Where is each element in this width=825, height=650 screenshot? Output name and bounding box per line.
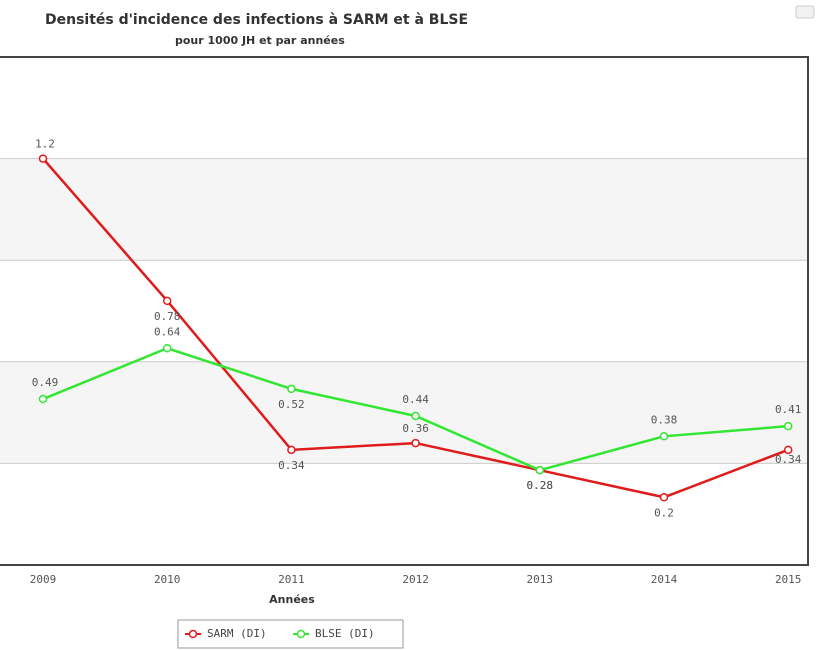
data-label: 0.34 xyxy=(278,459,305,472)
data-label: 0.2 xyxy=(654,506,674,519)
point xyxy=(411,411,420,421)
point xyxy=(783,421,793,431)
plot: 1.2 0.78 0.34 0.36 0.28 0.2 0.34 0.49 0.64 0.52 0.… xyxy=(32,138,802,520)
x-tick-label: 2014 xyxy=(651,573,678,586)
x-tick-label: 2015 xyxy=(775,573,802,586)
data-label: 0.49 xyxy=(32,376,59,389)
grid-band xyxy=(0,158,808,261)
legend-label: BLSE (DI) xyxy=(315,627,375,640)
data-label: 0.28 xyxy=(527,479,554,492)
data-label: 0.41 xyxy=(775,403,802,416)
data-label: 0.36 xyxy=(402,422,429,435)
point xyxy=(162,296,172,306)
point xyxy=(287,384,296,394)
data-label: 0.34 xyxy=(775,453,802,466)
x-tick-label: 2012 xyxy=(402,573,429,586)
point xyxy=(783,445,793,455)
point xyxy=(38,394,48,404)
point xyxy=(659,493,669,502)
x-tick-label: 2011 xyxy=(278,573,305,586)
legend-items: SARM (DI) BLSE (DI) xyxy=(185,627,375,640)
data-label: 0.52 xyxy=(278,398,305,411)
data-label: 0.64 xyxy=(154,325,181,338)
point xyxy=(659,432,669,441)
chart-title: Densités d'incidence des infections à SA… xyxy=(45,12,468,28)
plot-frame xyxy=(0,56,809,566)
point xyxy=(287,445,296,455)
data-label: 1.2 xyxy=(35,138,55,151)
point xyxy=(162,344,172,353)
data-label: 0.28 xyxy=(527,479,554,492)
data-label: 0.44 xyxy=(402,393,429,406)
x-tick-label: 2013 xyxy=(527,573,554,586)
point xyxy=(411,438,420,448)
x-axis-title: Années xyxy=(269,593,315,606)
point xyxy=(38,154,48,163)
export-button[interactable] xyxy=(795,5,815,19)
x-tick-label: 2010 xyxy=(154,573,181,586)
x-tick-label: 2009 xyxy=(30,573,57,586)
legend-marker xyxy=(296,629,306,639)
data-label: 0.78 xyxy=(154,310,181,323)
chart-subtitle: pour 1000 JH et par années xyxy=(175,34,345,47)
legend xyxy=(177,619,404,649)
legend-marker xyxy=(188,629,198,639)
data-label: 0.38 xyxy=(651,413,678,426)
point xyxy=(535,465,545,475)
legend-label: SARM (DI) xyxy=(207,627,267,640)
